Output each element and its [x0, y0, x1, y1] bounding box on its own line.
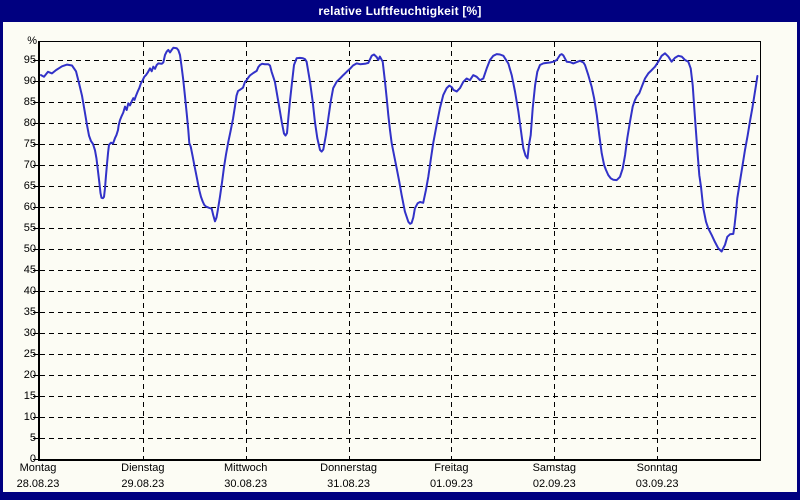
- y-tick-label: 20: [23, 369, 36, 381]
- y-tick-label: 90: [23, 75, 36, 87]
- x-day-label: Sonntag: [636, 462, 678, 474]
- y-tick-label: 65: [23, 180, 36, 192]
- chart-area: % 0 5 10 15 20 25 30 35 40 45 50 55 60 65 70 75 80 85 90 95…: [3, 22, 797, 492]
- y-tick-label: 30: [23, 327, 36, 339]
- x-date-label: 31.08.23: [327, 478, 370, 490]
- y-tick-label: 80: [23, 117, 36, 129]
- x-date-label: 03.09.23: [635, 478, 679, 490]
- x-date-label: 29.08.23: [121, 478, 165, 490]
- y-tick-label: 50: [23, 243, 36, 255]
- x-day-label: Samstag: [532, 462, 576, 474]
- y-tick-label: 40: [23, 285, 36, 297]
- y-tick-label: 70: [23, 159, 36, 171]
- y-tick-label: 15: [23, 390, 36, 402]
- y-tick-label: 85: [23, 96, 36, 108]
- x-day-label: Montag: [19, 462, 57, 474]
- humidity-line: [40, 46, 759, 253]
- x-day-label: Dienstag: [121, 462, 165, 474]
- y-tick-label: 60: [23, 201, 36, 213]
- plot-area: [33, 41, 761, 463]
- y-tick-label: 45: [23, 264, 36, 276]
- x-date-label: 30.08.23: [224, 478, 268, 490]
- y-tick-label: 10: [23, 411, 36, 423]
- title-bar: relative Luftfeuchtigkeit [%]: [0, 0, 800, 22]
- x-day-label: Donnerstag: [320, 462, 377, 474]
- y-tick-label: 0: [29, 453, 36, 465]
- y-tick-label: 5: [29, 432, 36, 444]
- y-axis-unit-label: %: [27, 35, 37, 47]
- x-date-label: 02.09.23: [532, 478, 576, 490]
- x-date-label: 28.08.23: [16, 478, 60, 490]
- y-tick-label: 35: [23, 306, 36, 318]
- y-tick-label: 25: [23, 348, 36, 360]
- x-day-label: Mittwoch: [224, 462, 268, 474]
- plot-svg: [33, 42, 760, 463]
- x-date-label: 01.09.23: [430, 478, 473, 490]
- y-tick-label: 95: [23, 54, 36, 66]
- y-tick-label: 55: [23, 222, 36, 234]
- y-tick-label: 75: [23, 138, 36, 150]
- chart-title: relative Luftfeuchtigkeit [%]: [318, 4, 482, 18]
- x-day-label: Freitag: [434, 462, 469, 474]
